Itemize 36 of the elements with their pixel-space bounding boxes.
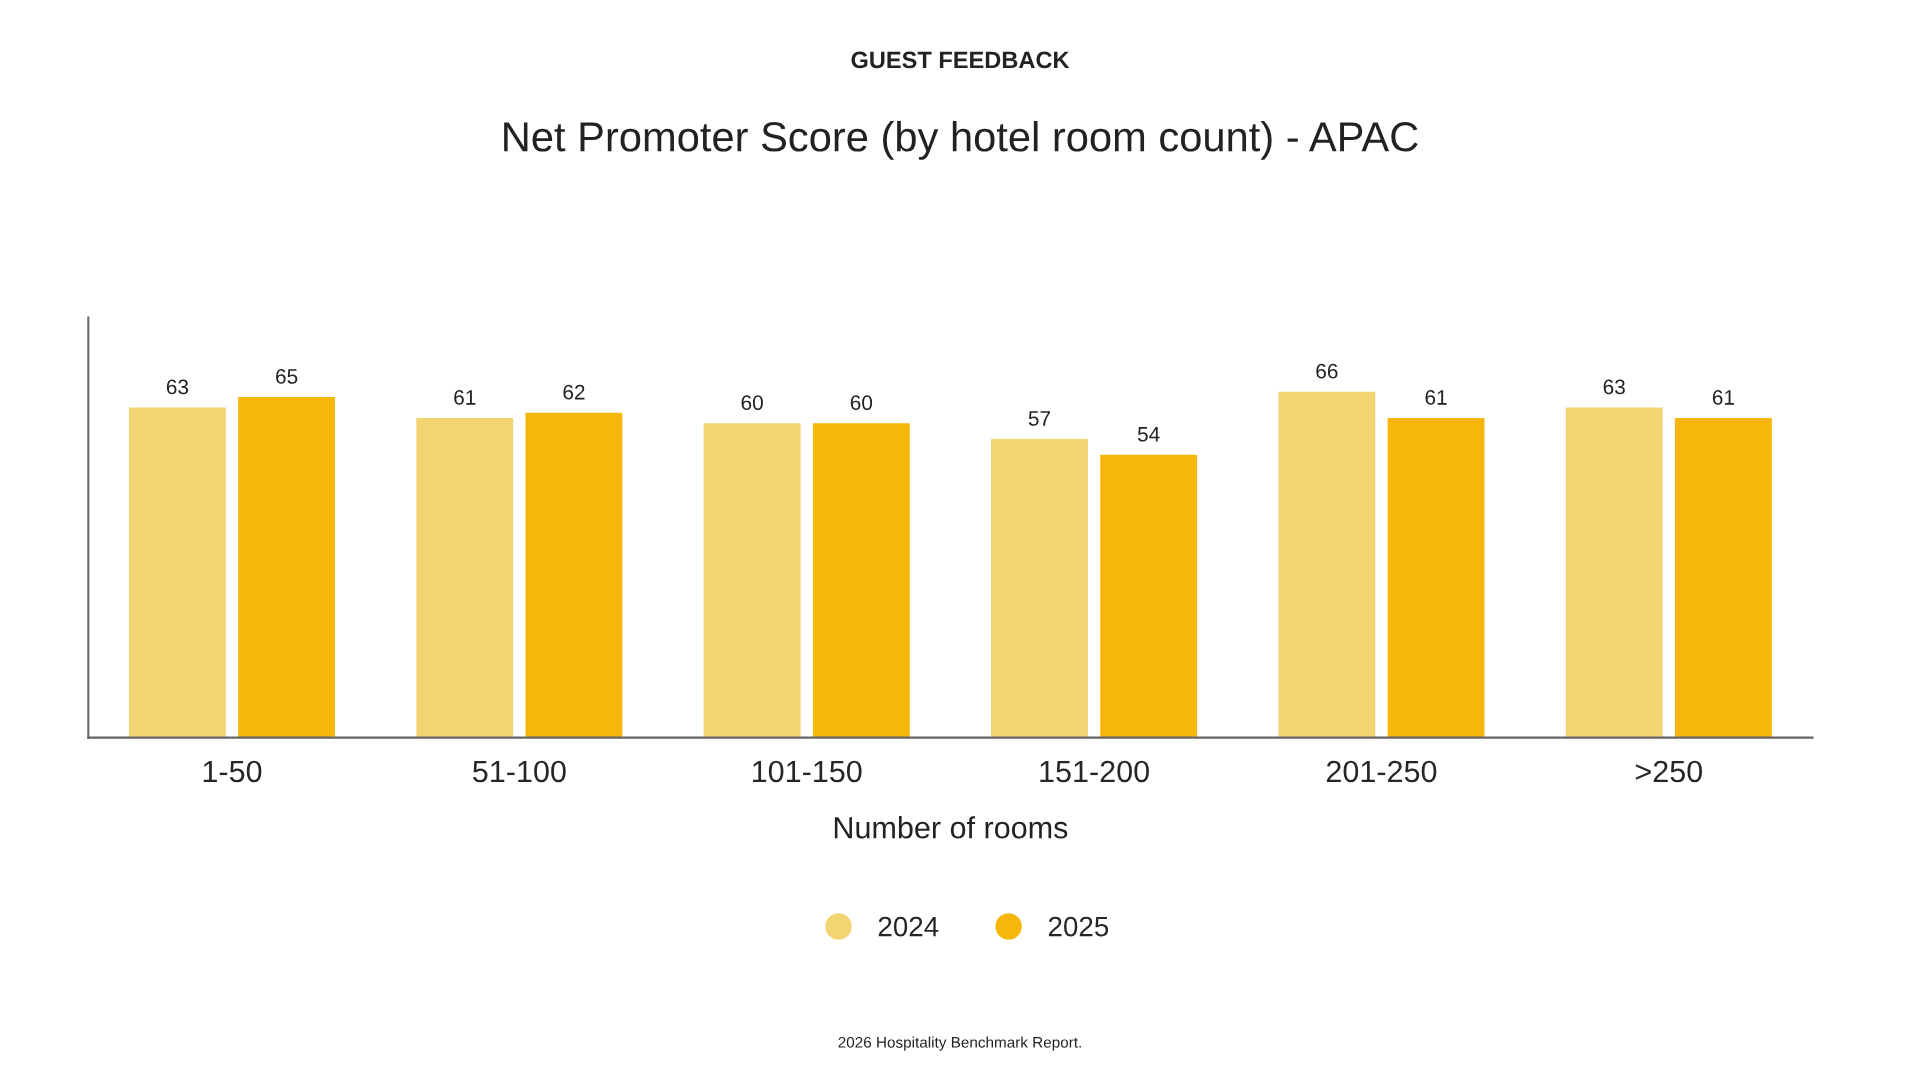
x-tick-label: 201-250 (1326, 760, 1437, 783)
bar (414, 416, 515, 738)
data-label: 62 (563, 384, 585, 400)
legend-label: 2025 (1048, 916, 1109, 937)
chart-title: Net Promoter Score (by hotel room count) - APAC (504, 121, 1418, 160)
x-axis-title: Number of rooms (834, 816, 1068, 839)
bar (989, 437, 1090, 738)
data-label: 61 (454, 390, 476, 405)
x-tick-label: 101-150 (752, 760, 862, 783)
bar (524, 411, 624, 738)
data-label: 61 (1425, 390, 1447, 405)
bar (1673, 416, 1774, 738)
text: 2026 Hospitality Benchmark Report. (838, 1036, 1081, 1051)
x-tick-label: 151-200 (1040, 760, 1149, 783)
bar (702, 421, 802, 738)
data-label: 65 (276, 369, 298, 384)
bar (1386, 416, 1486, 738)
bar (236, 395, 337, 738)
data-label: 66 (1316, 363, 1338, 379)
bar (1564, 406, 1665, 738)
bar (811, 421, 912, 738)
bar (1098, 453, 1199, 738)
bar (127, 406, 228, 738)
data-label: 61 (1712, 390, 1734, 405)
x-tick-label: 1-50 (203, 760, 262, 783)
chart-subtitle: GUEST FEEDBACK (851, 51, 1070, 69)
data-label: 57 (1028, 411, 1051, 426)
data-label: 63 (1603, 379, 1625, 395)
x-tick-label: 51-100 (473, 760, 566, 783)
data-label: 60 (741, 395, 763, 411)
data-label: 63 (166, 379, 189, 395)
x-tick-label: >250 (1635, 760, 1703, 783)
data-label: 60 (850, 395, 873, 411)
legend-label: 2024 (878, 916, 939, 937)
data-label: 54 (1137, 427, 1160, 442)
bar (1277, 390, 1377, 738)
